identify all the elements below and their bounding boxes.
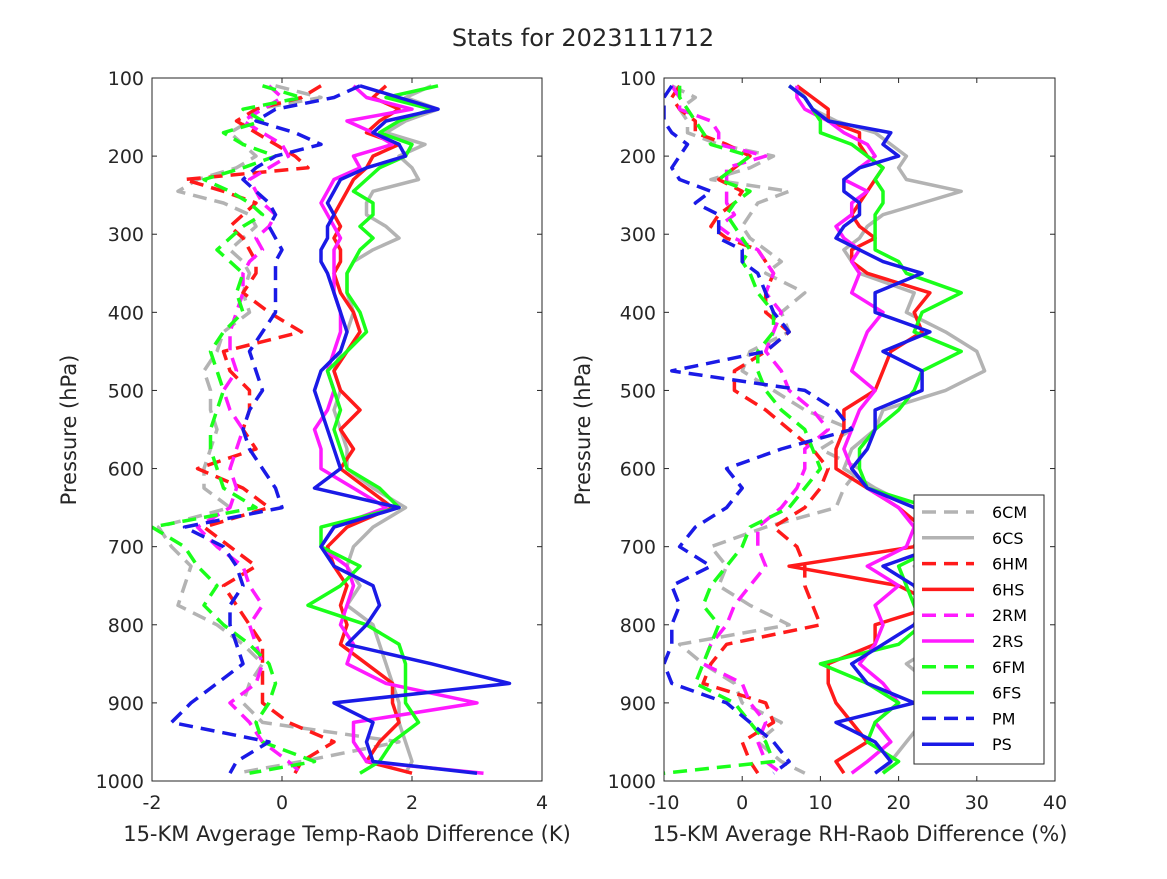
temp-series-2rm <box>195 84 303 775</box>
x-tick-label: 2 <box>406 792 418 814</box>
y-tick-label: 200 <box>620 146 656 168</box>
rh-series-6fm <box>664 85 823 775</box>
rh-series-2rm <box>670 84 830 775</box>
rh-axes-box <box>663 77 1056 782</box>
y-tick-label: 400 <box>620 302 656 324</box>
legend-label-6hm: 6HM <box>992 555 1028 574</box>
y-tick-label: 300 <box>108 224 144 246</box>
rh-series-6hm <box>670 84 830 775</box>
y-tick-label: 800 <box>620 615 656 637</box>
legend-label-ps: PS <box>992 735 1012 754</box>
rh-y-axis-label: Pressure (hPa) <box>571 355 595 506</box>
temp-panel: -2 0 2 4 100 200 300 400 500 600 700 800 900 1000 15-… <box>57 68 571 846</box>
x-tick-label: -10 <box>648 792 679 814</box>
temp-series-pm <box>169 84 361 775</box>
x-tick-label: 4 <box>536 792 548 814</box>
temp-ticks: -2 0 2 4 100 200 300 400 500 600 700 800 900 1000 <box>96 68 548 814</box>
temp-series-6fm <box>152 84 317 775</box>
rh-series-ps <box>788 84 948 775</box>
legend-label-6cm: 6CM <box>992 503 1027 522</box>
y-tick-label: 400 <box>108 302 144 324</box>
legend-label-2rm: 2RM <box>992 606 1027 625</box>
y-tick-label: 100 <box>620 68 656 90</box>
x-tick-label: 20 <box>887 792 911 814</box>
temp-series-6hs <box>325 84 413 775</box>
temp-series-6fs <box>306 84 439 775</box>
x-tick-label: 0 <box>736 792 748 814</box>
legend-label-6cs: 6CS <box>992 529 1024 548</box>
rh-series-group <box>664 84 987 775</box>
temp-axes-box <box>151 77 543 782</box>
y-tick-label: 900 <box>620 693 656 715</box>
y-tick-label: 700 <box>620 537 656 559</box>
x-tick-label: 40 <box>1043 792 1067 814</box>
y-tick-label: 900 <box>108 693 144 715</box>
y-tick-label: 100 <box>108 68 144 90</box>
temp-series-6cm <box>156 84 401 775</box>
temp-y-axis-label: Pressure (hPa) <box>57 355 81 506</box>
legend: 6CM 6CS 6HM 6HS 2RM 2RS 6FM 6FS PM PS <box>913 494 1045 765</box>
rh-ticks: -10 0 10 20 30 40 100 200 300 400 500 600 700 800 900 1… <box>608 68 1067 814</box>
y-tick-label: 500 <box>620 380 656 402</box>
legend-label-pm: PM <box>992 709 1015 728</box>
y-tick-label: 200 <box>108 146 144 168</box>
legend-label-6fs: 6FS <box>992 684 1021 703</box>
x-tick-label: -2 <box>143 792 162 814</box>
rh-series-6cm <box>671 84 862 775</box>
temp-series-6hm <box>182 84 336 775</box>
legend-label-2rs: 2RS <box>992 632 1023 651</box>
temp-x-axis-label: 15-KM Avgerage Temp-Raob Difference (K) <box>123 822 571 846</box>
legend-box <box>913 494 1045 765</box>
y-tick-label: 800 <box>108 615 144 637</box>
y-tick-label: 600 <box>620 459 656 481</box>
y-tick-label: 700 <box>108 537 144 559</box>
legend-label-6fm: 6FM <box>992 658 1025 677</box>
x-tick-label: 30 <box>965 792 989 814</box>
temp-series-ps <box>312 84 512 775</box>
figure-title: Stats for 2023111712 <box>452 24 714 52</box>
x-tick-label: 0 <box>276 792 288 814</box>
rh-series-pm <box>664 84 854 775</box>
y-tick-label: 300 <box>620 224 656 246</box>
y-tick-label: 500 <box>108 380 144 402</box>
rh-panel: -10 0 10 20 30 40 100 200 300 400 500 600 700 800 900 1… <box>571 68 1067 846</box>
rh-x-axis-label: 15-KM Average RH-Raob Difference (%) <box>653 822 1068 846</box>
x-tick-label: 10 <box>808 792 832 814</box>
y-tick-label: 1000 <box>608 771 656 793</box>
temp-series-group <box>152 84 512 775</box>
y-tick-label: 1000 <box>96 771 144 793</box>
y-tick-label: 600 <box>108 459 144 481</box>
legend-label-6hs: 6HS <box>992 580 1024 599</box>
